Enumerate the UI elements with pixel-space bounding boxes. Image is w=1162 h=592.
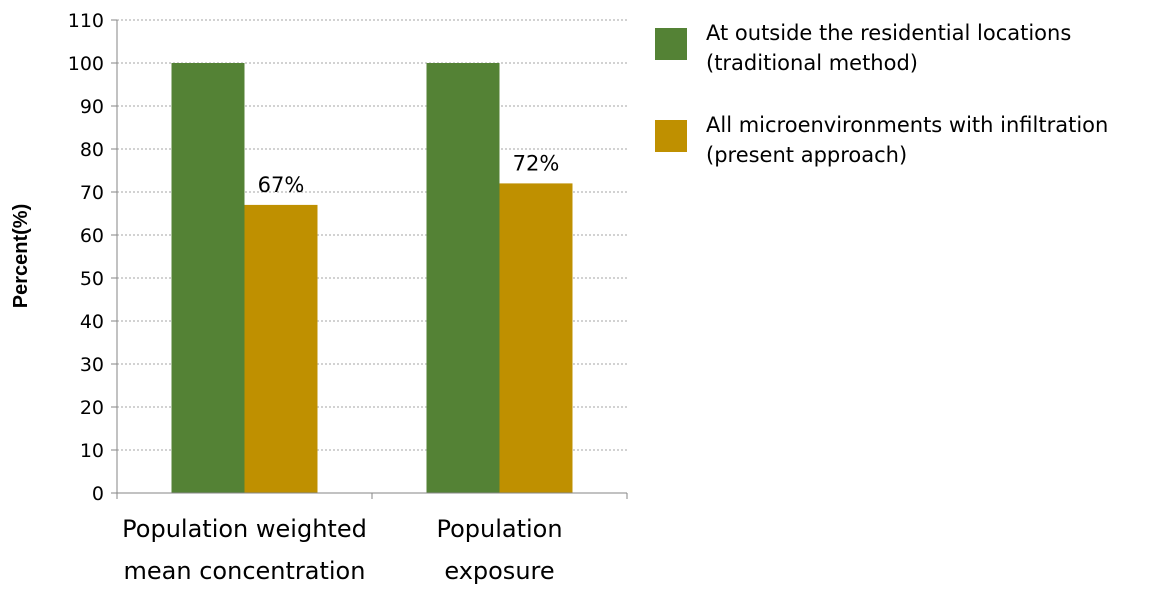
legend-label: (present approach) xyxy=(706,143,907,167)
y-tick-label: 100 xyxy=(68,53,104,75)
legend: At outside the residential locations (tra… xyxy=(655,21,1108,167)
x-category-label: mean concentration xyxy=(124,557,366,585)
data-label: 72% xyxy=(513,151,560,175)
bar xyxy=(171,63,245,493)
bar xyxy=(244,204,318,493)
y-tick-label: 70 xyxy=(80,182,104,204)
y-tick-label: 10 xyxy=(80,440,104,462)
data-label: 67% xyxy=(258,173,305,197)
y-tick-label: 90 xyxy=(80,96,104,118)
legend-swatch xyxy=(655,120,687,152)
y-axis-title: Percent(%) xyxy=(10,204,32,308)
y-tick-label: 60 xyxy=(80,225,104,247)
y-tick-label: 0 xyxy=(92,483,104,505)
y-tick-label: 40 xyxy=(80,311,104,333)
axes: 0 10 20 30 40 50 60 70 80 90 100 110 Population weig… xyxy=(68,10,628,585)
legend-label: At outside the residential locations xyxy=(706,21,1071,45)
bar xyxy=(426,63,500,493)
legend-swatch xyxy=(655,28,687,60)
x-category-label: Population weighted xyxy=(122,515,367,543)
x-category-label: exposure xyxy=(444,557,554,585)
bar xyxy=(499,183,573,493)
y-tick-label: 110 xyxy=(68,10,104,32)
y-tick-label: 50 xyxy=(80,268,104,290)
legend-label: (traditional method) xyxy=(706,51,918,75)
y-tick-label: 80 xyxy=(80,139,104,161)
legend-label: All microenvironments with infiltration xyxy=(706,113,1108,137)
y-tick-label: 20 xyxy=(80,397,104,419)
y-tick-label: 30 xyxy=(80,354,104,376)
data-labels: 67% 72% xyxy=(258,151,560,197)
bars xyxy=(171,63,573,493)
x-category-label: Population xyxy=(436,515,562,543)
